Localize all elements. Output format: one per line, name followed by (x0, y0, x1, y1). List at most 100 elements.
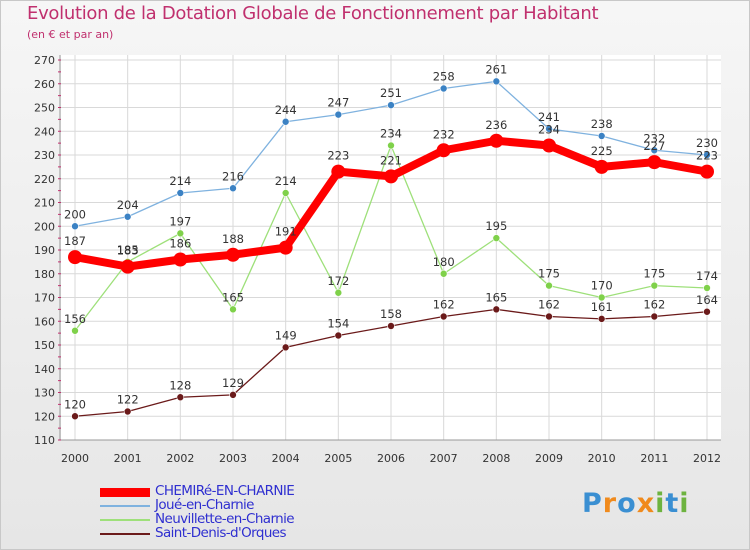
data-label: 187 (64, 234, 86, 248)
data-point (71, 222, 79, 231)
data-label: 154 (327, 317, 349, 331)
x-tick-label: 2005 (324, 452, 352, 465)
data-label: 234 (538, 123, 560, 137)
data-point (650, 312, 659, 321)
data-label: 191 (275, 225, 297, 239)
data-label: 164 (696, 293, 718, 307)
y-tick-label: 200 (34, 220, 55, 233)
data-point (492, 234, 501, 242)
x-tick-label: 2004 (272, 452, 300, 465)
data-point (331, 164, 346, 179)
data-point (334, 110, 343, 119)
data-point (700, 164, 714, 179)
y-tick-label: 220 (34, 173, 55, 186)
data-point (281, 343, 290, 352)
logo-letter: i (655, 488, 666, 519)
proxiti-logo: Proxiti (582, 488, 690, 519)
data-label: 149 (275, 328, 297, 342)
data-label: 227 (643, 139, 665, 153)
data-label: 204 (117, 198, 139, 212)
y-tick-label: 210 (34, 197, 55, 210)
data-label: 165 (485, 290, 507, 304)
data-label: 162 (538, 298, 560, 312)
data-point (334, 288, 343, 297)
x-tick-label: 2009 (535, 452, 563, 465)
y-tick-label: 240 (34, 125, 55, 138)
data-label: 188 (222, 232, 244, 246)
data-point (650, 281, 659, 290)
data-point (281, 117, 290, 126)
chart-subtitle: (en € et par an) (27, 28, 114, 41)
y-tick-label: 110 (34, 434, 55, 447)
data-label: 251 (380, 86, 402, 100)
x-tick-label: 2000 (61, 452, 89, 465)
y-tick-label: 250 (34, 102, 55, 115)
data-label: 175 (538, 267, 560, 281)
data-label: 214 (275, 174, 297, 188)
legend-label: Neuvillette-en-Charnie (155, 511, 295, 527)
data-label: 232 (643, 131, 665, 145)
data-point (650, 146, 659, 155)
data-point (387, 322, 395, 330)
x-tick-label: 2006 (377, 452, 405, 465)
data-point (647, 155, 662, 170)
data-label: 122 (117, 393, 139, 407)
y-tick-label: 140 (34, 363, 55, 376)
data-label: 186 (169, 237, 191, 251)
y-tick-label: 180 (34, 268, 55, 281)
y-tick-label: 130 (34, 387, 55, 400)
data-label: 238 (591, 117, 613, 131)
data-label: 244 (275, 103, 297, 117)
data-label: 232 (433, 127, 455, 141)
logo-letter: t (665, 488, 680, 519)
chart-title: Evolution de la Dotation Globale de Fonc… (27, 3, 599, 24)
data-label: 185 (117, 243, 139, 257)
data-label: 223 (327, 149, 349, 163)
data-label: 234 (380, 127, 402, 141)
data-point (492, 77, 501, 86)
data-label: 172 (327, 274, 349, 288)
data-point (120, 259, 135, 274)
data-label: 183 (117, 244, 139, 258)
y-tick-label: 160 (34, 315, 55, 328)
data-point (703, 284, 711, 292)
legend-swatch (100, 505, 150, 507)
data-label: 180 (433, 255, 455, 269)
x-tick-label: 2001 (114, 452, 142, 465)
y-tick-label: 230 (34, 149, 55, 162)
x-tick-label: 2003 (219, 452, 247, 465)
y-tick-label: 190 (34, 244, 55, 257)
data-point (229, 305, 237, 314)
data-point (542, 138, 556, 153)
logo-letter: o (617, 488, 637, 519)
data-point (123, 407, 132, 416)
data-label: 120 (64, 397, 86, 411)
x-tick-label: 2008 (482, 452, 510, 465)
data-label: 175 (643, 267, 665, 281)
data-point (545, 125, 553, 133)
data-label: 165 (222, 290, 244, 304)
logo-letter: i (679, 488, 690, 519)
y-tick-label: 150 (34, 339, 55, 352)
data-point (229, 391, 237, 399)
data-label: 241 (538, 110, 560, 124)
data-point (229, 184, 237, 193)
data-point (545, 312, 553, 321)
data-point (597, 315, 606, 323)
legend-label: Joué-en-Charnie (155, 497, 254, 513)
logo-letter: P (582, 488, 603, 519)
data-label: 162 (433, 298, 455, 312)
legend-swatch (100, 488, 150, 497)
data-point (492, 305, 501, 314)
data-label: 258 (433, 70, 455, 84)
data-label: 128 (169, 378, 191, 392)
data-label: 216 (222, 169, 244, 183)
x-tick-label: 2011 (640, 452, 668, 465)
data-label: 170 (591, 279, 613, 293)
data-point (176, 393, 185, 402)
data-point (545, 281, 553, 290)
x-tick-label: 2010 (588, 452, 616, 465)
data-label: 223 (696, 149, 718, 163)
data-point (334, 331, 343, 340)
